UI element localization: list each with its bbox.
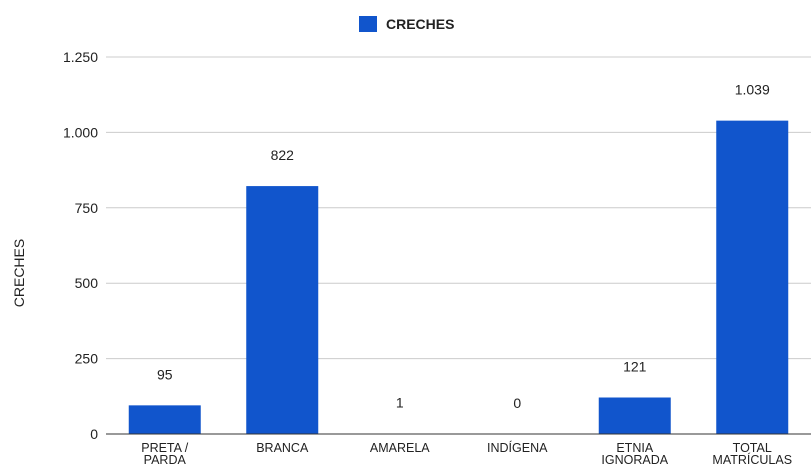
data-label: 95 (157, 366, 173, 382)
bars (129, 121, 789, 434)
y-axis-title: CRECHES (11, 239, 27, 307)
legend-swatch (359, 16, 377, 32)
data-label: 121 (623, 359, 647, 375)
legend-label: CRECHES (386, 16, 454, 32)
y-tick-label: 0 (90, 426, 98, 442)
x-tick-label: AMARELA (370, 441, 430, 455)
y-tick-label: 1.250 (63, 49, 98, 65)
x-tick-label: INDÍGENA (487, 440, 548, 455)
data-label: 1.039 (735, 82, 770, 98)
legend: CRECHES (359, 16, 454, 32)
data-label: 1 (396, 395, 404, 411)
y-tick-labels: 0 250 500 750 1.000 1.250 (63, 49, 98, 442)
gridlines (106, 57, 811, 359)
data-label: 0 (513, 395, 521, 411)
bar (246, 186, 318, 434)
y-tick-label: 750 (75, 200, 99, 216)
x-tick-label: BRANCA (256, 441, 309, 455)
bar (599, 398, 671, 434)
bar (716, 121, 788, 434)
y-tick-label: 500 (75, 275, 99, 291)
x-tick-label: PRETA /PARDA (141, 441, 189, 467)
data-label: 822 (271, 147, 295, 163)
y-tick-label: 1.000 (63, 124, 98, 140)
bar (129, 405, 201, 434)
y-tick-label: 250 (75, 351, 99, 367)
